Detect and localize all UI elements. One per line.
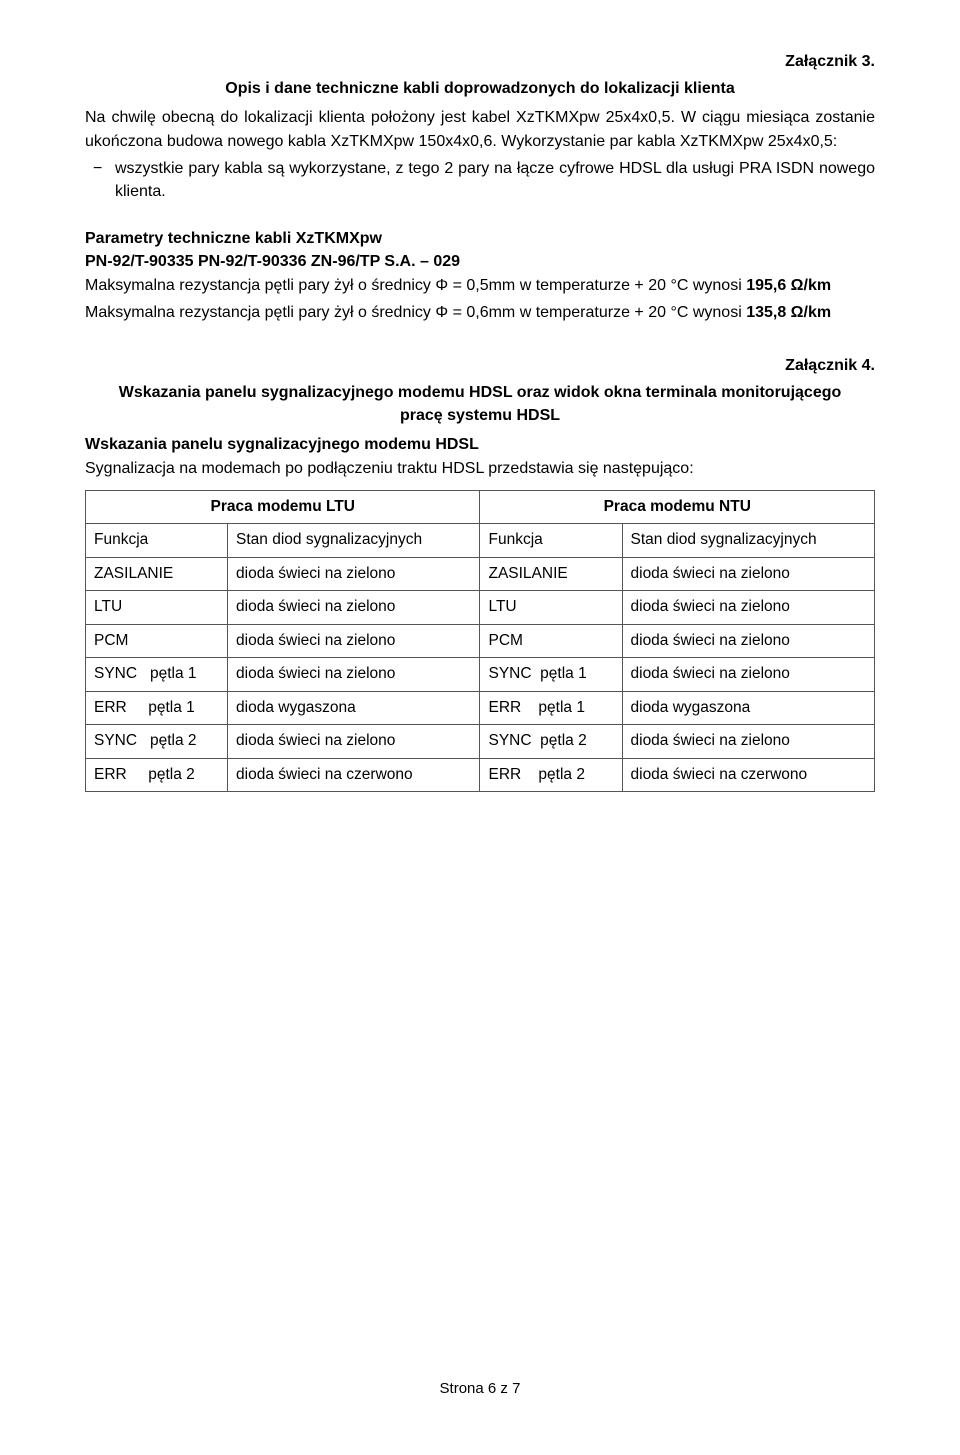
table-cell: ERR pętla 2 [480,758,622,791]
table-cell: ERR pętla 1 [86,691,228,724]
attachment3-title: Opis i dane techniczne kabli doprowadzon… [85,77,875,100]
table-cell: dioda świeci na zielono [622,725,875,758]
table-cell: ERR pętla 2 [86,758,228,791]
table-cell: ZASILANIE [86,557,228,590]
modem-table: Praca modemu LTU Praca modemu NTU Funkcj… [85,490,875,792]
table-row: ERR pętla 1dioda wygaszonaERR pętla 1dio… [86,691,875,724]
col-funkcja-2: Funkcja [480,524,622,557]
table-cell: ERR pętla 1 [480,691,622,724]
table-cell: SYNC pętla 2 [480,725,622,758]
table-cell: SYNC pętla 1 [480,658,622,691]
table-cell: PCM [86,624,228,657]
table-cell: LTU [86,591,228,624]
page-footer: Strona 6 z 7 [0,1378,960,1400]
col-stan-2: Stan diod sygnalizacyjnych [622,524,875,557]
params-heading2: PN-92/T-90335 PN-92/T-90336 ZN-96/TP S.A… [85,250,875,273]
table-cell: dioda świeci na zielono [228,624,480,657]
params-heading1: Parametry techniczne kabli XzTKMXpw [85,227,875,250]
params-para2: Maksymalna rezystancja pętli pary żył o … [85,274,875,297]
table-cell: PCM [480,624,622,657]
table-cell: dioda wygaszona [622,691,875,724]
col-stan-1: Stan diod sygnalizacyjnych [228,524,480,557]
table-row: PCMdioda świeci na zielonoPCMdioda świec… [86,624,875,657]
table-row: SYNC pętla 2dioda świeci na zielonoSYNC … [86,725,875,758]
table-cell: dioda świeci na zielono [622,624,875,657]
attachment4-intro: Sygnalizacja na modemach po podłączeniu … [85,457,875,480]
table-cell: LTU [480,591,622,624]
table-row: ZASILANIEdioda świeci na zielonoZASILANI… [86,557,875,590]
table-cell: dioda świeci na zielono [228,591,480,624]
table-row: ERR pętla 2dioda świeci na czerwonoERR p… [86,758,875,791]
params-para3a: Maksymalna rezystancja pętli pary żył o … [85,304,746,321]
table-cell: dioda świeci na zielono [622,557,875,590]
table-cell: dioda świeci na zielono [622,658,875,691]
col-funkcja-1: Funkcja [86,524,228,557]
table-row: LTUdioda świeci na zielonoLTUdioda świec… [86,591,875,624]
table-subheader-row: Funkcja Stan diod sygnalizacyjnych Funkc… [86,524,875,557]
table-row: SYNC pętla 1dioda świeci na zielonoSYNC … [86,658,875,691]
table-cell: SYNC pętla 2 [86,725,228,758]
params-para2b: 195,6 Ω/km [746,277,831,294]
table-cell: dioda świeci na czerwono [622,758,875,791]
params-para2a: Maksymalna rezystancja pętli pary żył o … [85,277,746,294]
attachment4-subheading: Wskazania panelu sygnalizacyjnego modemu… [85,433,875,456]
table-cell: SYNC pętla 1 [86,658,228,691]
attachment4-label: Załącznik 4. [85,354,875,377]
table-cell: dioda świeci na zielono [228,725,480,758]
attachment3-label: Załącznik 3. [85,50,875,73]
table-cell: dioda wygaszona [228,691,480,724]
header-ltu: Praca modemu LTU [86,490,480,523]
params-para3: Maksymalna rezystancja pętli pary żył o … [85,301,875,324]
table-header-row: Praca modemu LTU Praca modemu NTU [86,490,875,523]
table-cell: ZASILANIE [480,557,622,590]
header-ntu: Praca modemu NTU [480,490,875,523]
attachment3-para1: Na chwilę obecną do lokalizacji klienta … [85,106,875,152]
table-cell: dioda świeci na czerwono [228,758,480,791]
table-cell: dioda świeci na zielono [228,557,480,590]
attachment3-bullet1: wszystkie pary kabla są wykorzystane, z … [85,157,875,203]
table-cell: dioda świeci na zielono [622,591,875,624]
attachment4-title: Wskazania panelu sygnalizacyjnego modemu… [85,381,875,427]
table-cell: dioda świeci na zielono [228,658,480,691]
params-para3b: 135,8 Ω/km [746,304,831,321]
